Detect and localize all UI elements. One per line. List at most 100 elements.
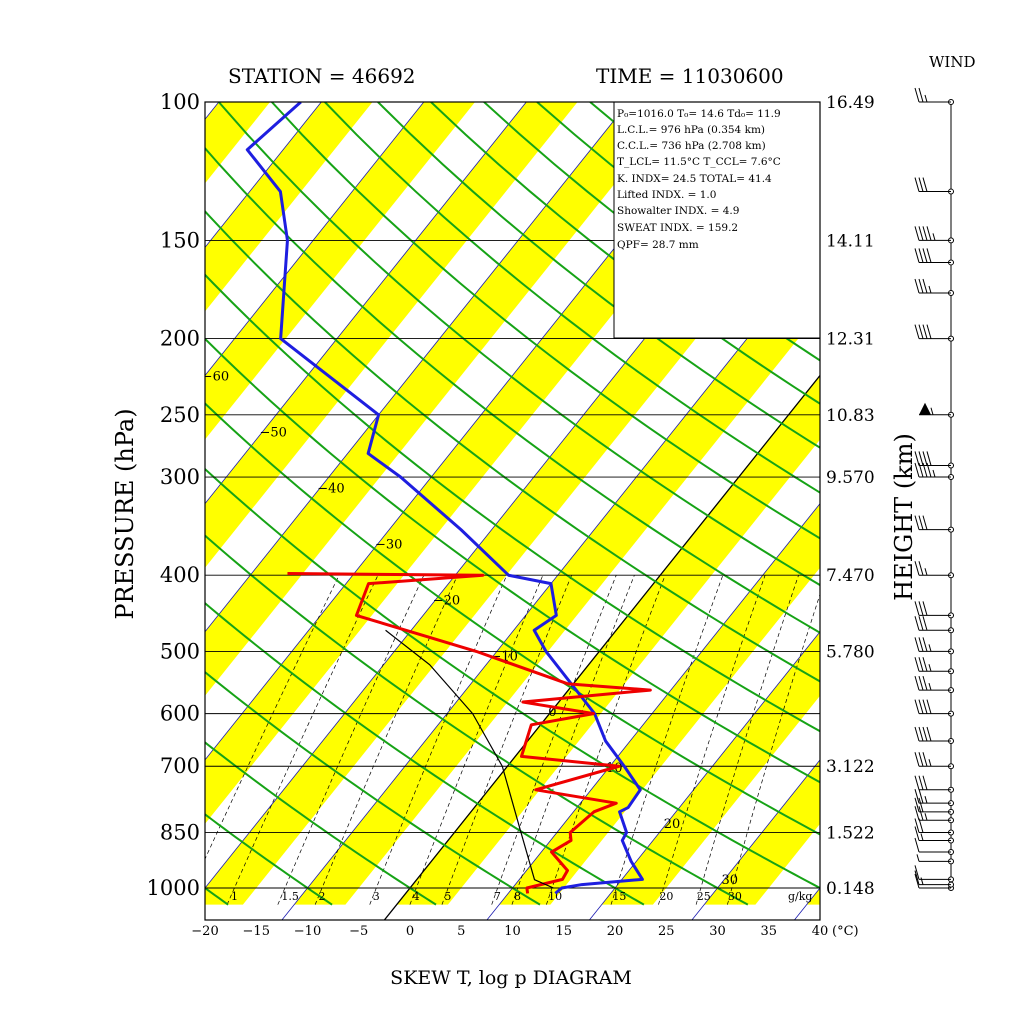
wind-feather: [914, 806, 920, 821]
yellow-band: [205, 102, 271, 184]
pressure-tick-label: 100: [160, 90, 200, 114]
wind-feather: [914, 601, 920, 616]
wind-half-feather: [928, 285, 932, 294]
temperature-tick-label: 40: [812, 924, 829, 939]
wind-feather: [914, 826, 920, 841]
isotherm-line: [205, 102, 527, 505]
pressure-tick-label: 150: [160, 228, 200, 252]
y-axis-title-right: HEIGHT (km): [890, 433, 918, 601]
wind-feather: [914, 865, 920, 880]
pressure-tick-labels: 100 150 200 250 300 400 500 600 700 850 1000: [147, 90, 200, 900]
wind-feather: [918, 616, 924, 631]
wind-feather: [918, 726, 924, 742]
isotherm-label: 20: [664, 817, 681, 832]
wind-feather: [914, 752, 920, 767]
sounding-profiles: [245, 102, 652, 895]
height-tick-label: 16.49: [826, 93, 875, 113]
isotherm-label: −40: [317, 481, 344, 496]
yellow-band: [1012, 26, 1024, 905]
time-label: TIME = 11030600: [596, 64, 784, 88]
plot-frame: [204, 101, 821, 921]
wind-feather: [914, 278, 920, 294]
mixing-ratio-line: [658, 575, 766, 905]
wind-feather: [918, 561, 924, 576]
wind-feather: [922, 775, 928, 790]
isotherm-label: −80: [86, 258, 113, 273]
dry-adiabats: [0, 102, 820, 906]
wind-feather: [918, 515, 924, 530]
mixing-ratio-line: [441, 575, 572, 905]
wind-feather: [926, 226, 932, 241]
temperature-tick-labels: −20 −15 −10 −5 0 5 10 15 20 25 30 35 40: [191, 924, 828, 939]
pressure-tick-label: 1000: [147, 876, 200, 900]
isotherm-line: [205, 102, 630, 633]
isotherm-label: 30: [722, 873, 739, 888]
mixing-ratio-line: [695, 575, 799, 905]
mixing-ratio-line: [205, 575, 340, 860]
height-tick-label: 14.11: [826, 231, 875, 251]
dry-adiabat-line: [205, 741, 437, 906]
isotherm-label: −20: [433, 593, 460, 608]
yellow-band: [205, 102, 681, 696]
wind-feather: [922, 278, 928, 294]
wind-feather: [922, 616, 928, 631]
temperature-tick-label: 0: [406, 924, 414, 939]
mixing-ratio-label: 2: [318, 890, 325, 903]
info-lcl: L.C.L.= 976 hPa (0.354 km): [617, 124, 765, 136]
mixing-ratio-label: 15: [612, 890, 626, 903]
height-tick-label: 1.522: [826, 824, 875, 844]
wind-half-feather: [930, 407, 934, 415]
wind-feather: [926, 699, 932, 714]
height-tick-label: 7.470: [826, 566, 875, 586]
dry-adiabat-line: [205, 813, 333, 906]
info-box-text: P₀=1016.0 T₀= 14.6 Td₀= 11.9 L.C.L.= 976…: [617, 108, 781, 251]
mixing-ratio-label: 4: [413, 890, 420, 903]
wind-half-feather: [924, 94, 928, 103]
wind-profile: [914, 87, 954, 891]
wind-feather: [918, 699, 924, 714]
wind-feather: [922, 752, 928, 767]
dry-adiabat-line: [205, 467, 820, 890]
mixing-ratio-line: [511, 575, 635, 905]
wind-feather: [914, 818, 920, 833]
dry-adiabat-line: [0, 102, 124, 905]
wind-feather: [922, 324, 928, 339]
wind-feather: [922, 177, 928, 192]
pressure-tick-label: 200: [160, 327, 200, 351]
wind-feather: [914, 324, 920, 339]
info-showalter: Showalter INDX. = 4.9: [617, 205, 739, 217]
dry-adiabat-line: [324, 102, 820, 494]
dry-adiabat-line: [205, 670, 541, 906]
wind-feather: [926, 248, 932, 263]
wind-feather: [918, 775, 924, 790]
mixing-ratio-label: 5: [444, 890, 451, 903]
dry-adiabat-line: [377, 102, 820, 449]
wind-feather: [914, 726, 920, 742]
isotherm-line: [0, 26, 75, 921]
temperature-tick-label: −15: [243, 924, 270, 939]
yellow-band: [0, 26, 23, 905]
wind-feather: [914, 451, 920, 466]
wind-feather: [922, 726, 928, 742]
wind-feather: [926, 451, 932, 466]
mixing-ratio-label: 3: [373, 890, 380, 903]
wind-feather: [918, 87, 924, 103]
temperature-tick-label: 30: [709, 924, 726, 939]
wind-feather: [914, 870, 920, 885]
isotherm-label: −10: [490, 649, 517, 664]
wind-feather: [918, 324, 924, 339]
wind-feather: [926, 726, 932, 742]
wind-feather: [922, 637, 928, 652]
temperature-tick-label: 5: [457, 924, 465, 939]
wind-feather: [922, 601, 928, 616]
wind-feather: [918, 278, 924, 294]
wind-feather: [918, 752, 924, 767]
wind-feather: [914, 637, 920, 652]
isotherm-line: [205, 102, 425, 377]
wind-feather: [922, 226, 928, 241]
wind-half-feather: [928, 644, 932, 652]
isotherm-line: [205, 102, 322, 249]
isotherm-line: [691, 759, 820, 920]
